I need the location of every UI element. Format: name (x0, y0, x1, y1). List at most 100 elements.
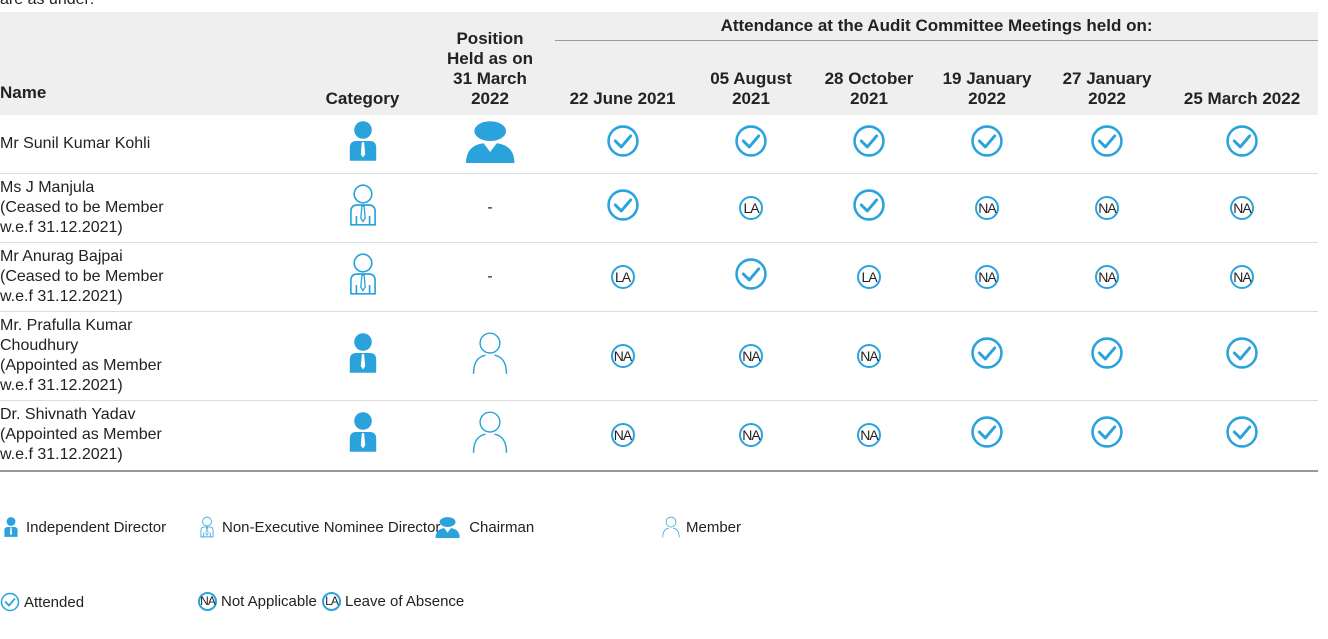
attendance-cell (812, 173, 926, 243)
attendance-cell (1048, 311, 1166, 401)
icon (662, 516, 680, 538)
icon (1226, 416, 1258, 448)
attendance-cell: NA (1048, 173, 1166, 243)
attendance-cell: NA (926, 173, 1048, 243)
icon (349, 333, 376, 373)
icon (606, 189, 639, 221)
row: Mr Sunil Kumar Kohli (0, 115, 1319, 174)
intro: are as under: (0, 0, 94, 9)
icon (1091, 416, 1123, 448)
icon (472, 411, 508, 454)
category-icon (300, 115, 425, 174)
status-symbol: NA (857, 344, 881, 368)
attendance-cell (555, 115, 690, 174)
legend-label: Attended (24, 593, 85, 611)
attendance-cell (812, 115, 926, 174)
icon (1226, 125, 1258, 157)
status-symbol: LA (739, 196, 763, 220)
attendance-cell: NA (812, 311, 926, 401)
status-symbol: NA (739, 344, 763, 368)
icon (735, 258, 767, 290)
name-line: Choudhury (0, 337, 79, 354)
name-cell: Mr. Prafulla Kumar Choudhury (Appointed as… (0, 311, 300, 401)
name-line: w.e.f 31.12.2021) (0, 219, 123, 236)
header-position: Position Held as on 31 March 2022 (425, 12, 555, 115)
category-icon (300, 400, 425, 472)
category-icon (300, 242, 425, 312)
icon (1226, 337, 1258, 369)
attendance-cell (926, 311, 1048, 401)
icon (1091, 125, 1123, 157)
legend-symbol: LA (322, 592, 341, 611)
position-cell (425, 115, 555, 174)
name-cell: Mr Anurag Bajpai (Ceased to be Member w.e.… (0, 242, 300, 312)
row: Mr. Prafulla Kumar Choudhury (Appointed as… (0, 311, 1319, 401)
attendance-cell: LA (690, 173, 812, 243)
icon (349, 412, 376, 453)
icon (472, 332, 508, 374)
header-date: 25 March 2022 (1166, 40, 1319, 115)
status-symbol: NA (610, 344, 635, 368)
icon (971, 125, 1003, 157)
name-cell: Ms J Manjula (Ceased to be Member w.e.f 31… (0, 173, 300, 243)
legend-item: Chairman (430, 516, 534, 538)
name-line: (Appointed as Member (0, 426, 162, 444)
header-attendance: Attendance at the Audit Committee Meetin… (555, 12, 1319, 41)
legend-item: Member (660, 516, 741, 538)
attendance-table: Name Category Position Held as on 31 Mar… (0, 12, 1319, 472)
header-date: 27 January 2022 (1048, 40, 1166, 115)
name-line: w.e.f 31.12.2021) (0, 288, 123, 305)
status-symbol: LA (610, 265, 635, 289)
legend-label: Non-Executive Nominee Director (222, 518, 441, 536)
status-symbol: NA (1095, 196, 1119, 220)
attendance-cell: LA (555, 242, 690, 312)
attendance-cell (1048, 400, 1166, 472)
icon (971, 416, 1003, 448)
legend-item: LA Leave of Absence (322, 592, 464, 611)
header-name: Name (0, 12, 300, 115)
attendance-cell (1166, 400, 1319, 472)
status-symbol: LA (857, 265, 881, 289)
name-cell: Mr Sunil Kumar Kohli (0, 115, 300, 174)
attendance-cell: NA (1166, 173, 1319, 243)
header-date: 19 January 2022 (926, 40, 1048, 115)
icon (853, 125, 885, 157)
name-line: Mr. Prafulla Kumar (0, 317, 133, 334)
icon (1091, 337, 1123, 369)
status-symbol: NA (1230, 265, 1255, 289)
name-cell: Dr. Shivnath Yadav (Appointed as Member w.… (0, 400, 300, 472)
name-line: Dr. Shivnath Yadav (0, 406, 136, 424)
attendance-cell: NA (555, 400, 690, 472)
header-date: 05 August 2021 (690, 40, 812, 115)
status-symbol: NA (739, 423, 763, 448)
legend-label: Independent Director (26, 518, 167, 536)
legend-label: Leave of Absence (345, 593, 465, 610)
legend-symbol: NA (198, 592, 217, 611)
icon (606, 125, 639, 157)
status-symbol: NA (857, 423, 881, 448)
icon (200, 516, 214, 538)
name-line: w.e.f 31.12.2021) (0, 446, 123, 464)
attendance-cell: NA (690, 400, 812, 472)
name-line: w.e.f 31.12.2021) (0, 377, 123, 394)
legend-label: Chairman (469, 518, 535, 536)
legend-label: Member (686, 518, 742, 536)
header-category: Category (300, 12, 425, 115)
row: Mr Anurag Bajpai (Ceased to be Member w.e.… (0, 242, 1319, 312)
header-date: 22 June 2021 (555, 40, 690, 115)
icon (0, 592, 20, 612)
position-cell: - (425, 173, 555, 243)
attendance-cell: NA (690, 311, 812, 401)
row: Ms J Manjula (Ceased to be Member w.e.f 31… (0, 173, 1319, 243)
legend-item: NA Not Applicable (198, 592, 317, 611)
legend-label: Not Applicable (221, 593, 317, 610)
attendance-cell (1166, 311, 1319, 401)
icon (349, 184, 376, 226)
attendance-cell: NA (1048, 242, 1166, 312)
icon (465, 121, 515, 163)
attendance-cell (926, 115, 1048, 174)
icon (349, 253, 376, 295)
name-line: Mr Sunil Kumar Kohli (0, 135, 151, 152)
category-icon (300, 173, 425, 243)
